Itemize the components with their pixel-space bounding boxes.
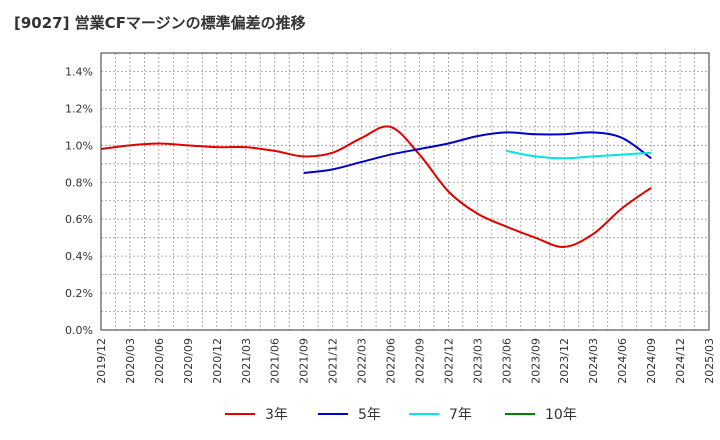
x-tick-label: 2019/12: [95, 338, 108, 384]
y-tick-label: 0.2%: [65, 287, 93, 300]
x-tick-label: 2023/12: [558, 338, 571, 384]
chart-title: [9027] 営業CFマージンの標準偏差の推移: [14, 14, 306, 32]
x-tick-label: 2024/12: [674, 338, 687, 384]
y-tick-label: 0.4%: [65, 250, 93, 263]
y-tick-label: 0.6%: [65, 213, 93, 226]
x-tick-label: 2021/09: [298, 338, 311, 384]
legend-label: 10年: [545, 407, 577, 423]
x-tick-label: 2023/06: [500, 338, 513, 384]
x-tick-label: 2020/12: [211, 338, 224, 384]
legend-label: 3年: [265, 407, 288, 423]
x-tick-label: 2022/09: [413, 338, 426, 384]
series-line-1: [100, 125, 652, 248]
x-tick-label: 2021/12: [327, 338, 340, 384]
plot-border: [100, 52, 710, 331]
legend-label: 5年: [358, 407, 381, 423]
x-tick-label: 2022/06: [385, 338, 398, 384]
y-tick-label: 1.0%: [65, 139, 93, 152]
x-tick-label: 2023/03: [471, 338, 484, 384]
y-tick-label: 0.8%: [65, 176, 93, 189]
y-tick-label: 0.0%: [65, 324, 93, 337]
x-tick-label: 2021/06: [269, 338, 282, 384]
x-tick-label: 2020/03: [124, 338, 137, 384]
x-tick-label: 2022/12: [442, 338, 455, 384]
x-tick-label: 2024/06: [616, 338, 629, 384]
x-tick-label: 2021/03: [240, 338, 253, 384]
x-tick-label: 2022/03: [356, 338, 369, 384]
legend-label: 7年: [449, 407, 472, 423]
x-tick-label: 2020/06: [153, 338, 166, 384]
plot-area: [101, 53, 709, 330]
y-tick-label: 1.4%: [65, 65, 93, 78]
x-tick-label: 2024/09: [645, 338, 658, 384]
series-line-3: [506, 149, 652, 160]
x-tick-label: 2020/09: [182, 338, 195, 384]
x-tick-label: 2025/03: [703, 338, 716, 384]
x-tick-label: 2024/03: [587, 338, 600, 384]
y-tick-label: 1.2%: [65, 102, 93, 115]
series-line-2: [303, 131, 652, 175]
x-tick-label: 2023/09: [529, 338, 542, 384]
